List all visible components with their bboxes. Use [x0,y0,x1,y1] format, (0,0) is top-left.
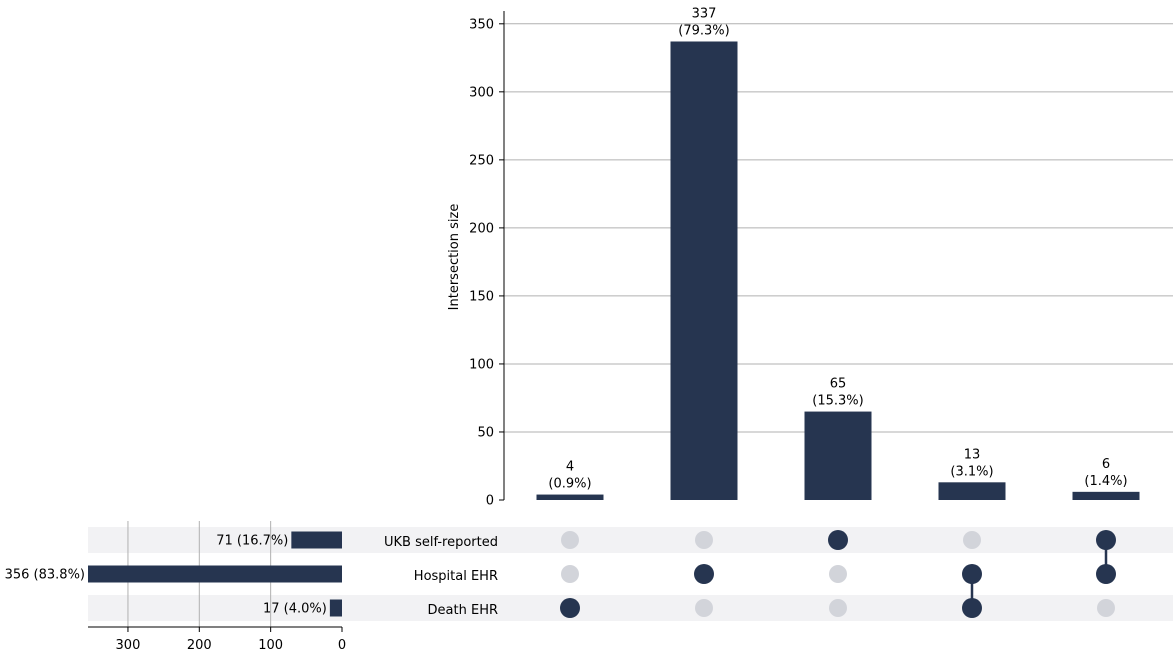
set-names: UKB self-reported Hospital EHR Death EHR [384,535,498,618]
intersection-bars [536,41,1140,500]
intersection-bar-value: 337 [692,6,717,21]
x-tick-label: 200 [187,638,212,651]
set-size-bars [88,531,342,617]
membership-dot-inactive [963,531,981,549]
membership-dot-inactive [561,565,579,583]
set-size-bar [329,599,342,617]
intersection-bar [1072,491,1140,500]
intersection-bar [536,494,604,500]
set-size-x-axis: 300 200 100 0 [88,626,346,651]
intersection-bar-percent: (3.1%) [950,464,993,479]
intersection-y-axis: Intersection size 0 50 100 150 200 250 300 350 [447,11,505,509]
set-size-label: 17 (4.0%) [263,602,327,617]
x-tick-label: 300 [116,638,141,651]
x-tick-label: 100 [258,638,283,651]
matrix-row-stripes [88,527,1173,621]
y-tick-label: 350 [469,17,494,32]
intersection-gridlines [504,23,1173,433]
set-size-label: 356 (83.8%) [5,568,85,583]
membership-dot-inactive [829,565,847,583]
membership-dot-active [828,530,848,550]
intersection-bar-percent: (79.3%) [678,23,729,38]
intersection-bar-labels: 4 (0.9%) 337 (79.3%) 65 (15.3%) 13 (3.1%) 6 (1.4%… [548,6,1127,491]
membership-dot-inactive [1097,599,1115,617]
membership-dot-active [1096,564,1116,584]
membership-dot-inactive [695,599,713,617]
intersection-bar-value: 4 [566,460,574,475]
membership-dot-active [962,564,982,584]
membership-dot-inactive [829,599,847,617]
matrix-row-stripe [88,595,1173,621]
set-size-labels: 71 (16.7%) 356 (83.8%) 17 (4.0%) [5,534,327,617]
set-name: Death EHR [428,603,498,618]
membership-dot-active [1096,530,1116,550]
set-name: UKB self-reported [384,535,498,550]
membership-matrix [560,530,1116,618]
set-size-bar [88,565,342,583]
membership-dot-inactive [561,531,579,549]
y-tick-label: 100 [469,357,494,372]
y-tick-label: 200 [469,221,494,236]
y-tick-label: 0 [486,494,494,509]
intersection-bar [938,482,1006,500]
intersection-bar-value: 13 [964,447,981,462]
intersection-bar-percent: (0.9%) [548,477,591,492]
membership-dot-inactive [695,531,713,549]
matrix-row-stripe [88,527,1173,553]
y-axis-label: Intersection size [447,204,462,311]
intersection-bar [804,411,872,500]
membership-dot-active [560,598,580,618]
intersection-bar-value: 65 [830,377,847,392]
set-size-label: 71 (16.7%) [216,534,288,549]
membership-dot-active [694,564,714,584]
x-tick-label: 0 [338,638,346,651]
intersection-bar-value: 6 [1102,457,1110,472]
y-tick-label: 50 [477,425,494,440]
y-tick-label: 300 [469,85,494,100]
membership-dot-active [962,598,982,618]
y-tick-label: 250 [469,153,494,168]
set-name: Hospital EHR [414,569,498,584]
intersection-bar-percent: (15.3%) [812,394,863,409]
intersection-bar-percent: (1.4%) [1084,474,1127,489]
y-tick-label: 150 [469,289,494,304]
set-size-bar [291,531,342,549]
intersection-bar [670,41,738,500]
